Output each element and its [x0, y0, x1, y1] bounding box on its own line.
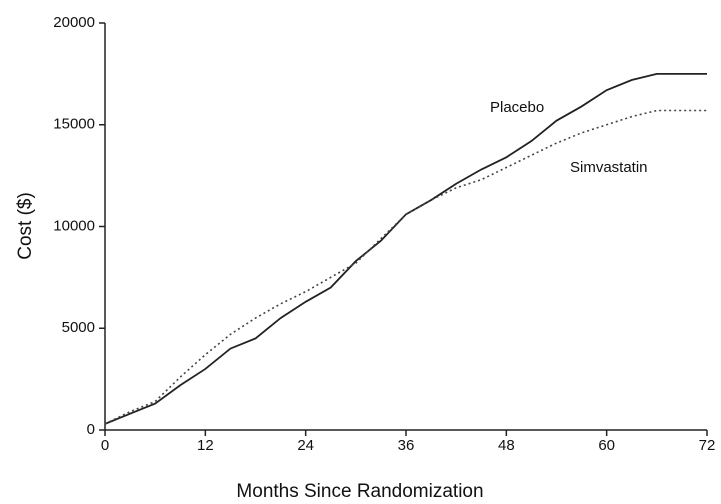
y-tick-label: 15000 [53, 116, 95, 133]
series-line [104, 72, 707, 425]
x-tick-label: 60 [598, 437, 615, 454]
series-line [104, 109, 707, 425]
y-tick-label: 0 [87, 421, 95, 438]
series-label: Placebo [490, 99, 544, 116]
x-tick-label: 36 [398, 437, 415, 454]
x-tick-label: 72 [699, 437, 716, 454]
x-tick-label: 24 [297, 437, 314, 454]
y-tick-label: 10000 [53, 217, 95, 234]
y-tick-label: 5000 [62, 319, 95, 336]
x-tick-label: 0 [101, 437, 109, 454]
x-tick-label: 12 [197, 437, 214, 454]
x-tick-label: 48 [498, 437, 515, 454]
series-label: Simvastatin [570, 159, 648, 176]
y-tick-label: 20000 [53, 14, 95, 31]
y-axis-title: Cost ($) [15, 192, 36, 260]
x-axis-title: Months Since Randomization [236, 481, 483, 502]
